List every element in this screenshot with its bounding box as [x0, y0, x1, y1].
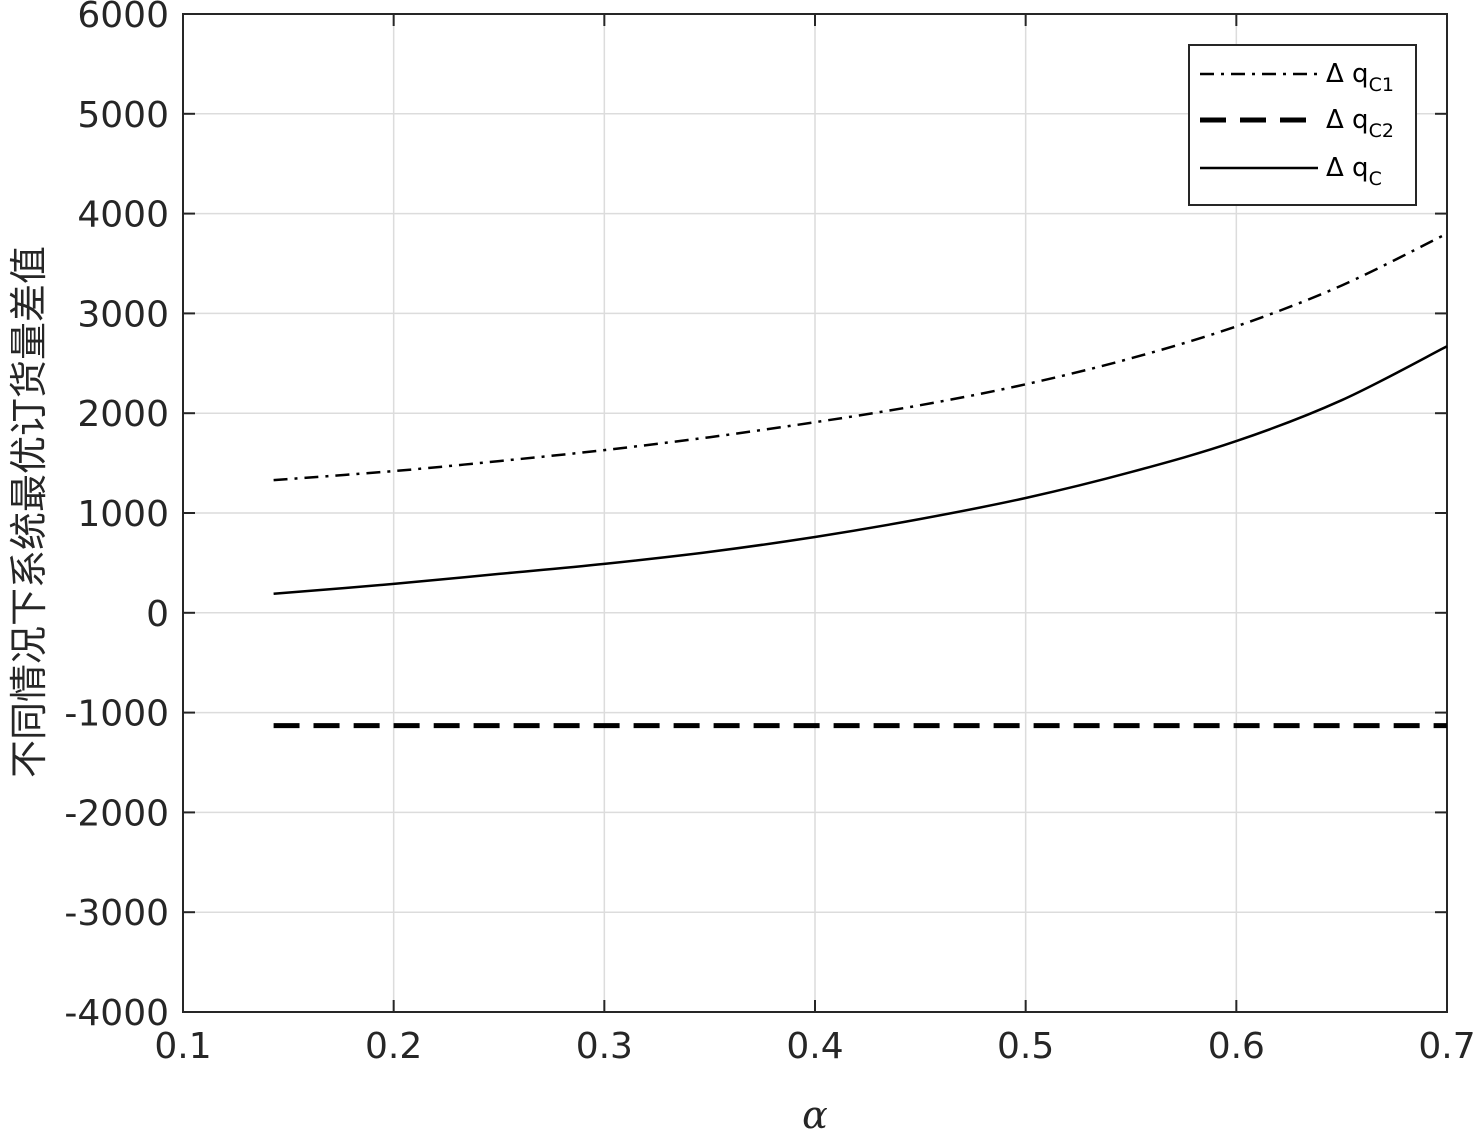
- legend-label-c: Δ qC: [1326, 153, 1382, 190]
- y-tick-label: -2000: [64, 793, 169, 834]
- y-tick-label: 1000: [77, 494, 169, 535]
- x-tick-label: 0.4: [786, 1026, 843, 1067]
- x-axis-label: α: [802, 1093, 828, 1137]
- x-tick-label: 0.2: [365, 1026, 422, 1067]
- legend-box: [1188, 44, 1417, 206]
- y-tick-label: 4000: [77, 195, 169, 236]
- x-tick-label: 0.7: [1418, 1026, 1475, 1067]
- x-tick-label: 0.5: [997, 1026, 1054, 1067]
- y-tick-label: 0: [146, 594, 169, 635]
- series-line-c1: [273, 232, 1448, 482]
- legend-label-c1: Δ qC1: [1326, 59, 1394, 96]
- y-tick-label: -3000: [64, 893, 169, 934]
- series-line-c: [273, 345, 1448, 596]
- x-axis: 0.1 0.2 0.3 0.4 0.5 0.6 0.7: [154, 14, 1476, 1067]
- legend-label-subscript: C: [1369, 168, 1382, 190]
- y-tick-label: 3000: [77, 294, 169, 335]
- legend-label-main: Δ q: [1326, 153, 1369, 183]
- y-tick-label: 5000: [77, 95, 169, 136]
- series-layer: [273, 232, 1448, 729]
- x-tick-label: 0.1: [154, 1026, 211, 1067]
- x-tick-label: 0.6: [1208, 1026, 1265, 1067]
- legend-label-subscript: C2: [1369, 120, 1394, 142]
- legend-label-c2: Δ qC2: [1326, 105, 1394, 142]
- x-tick-label: 0.3: [576, 1026, 633, 1067]
- y-axis-label: 不同情况下系统最优订货量差值: [7, 246, 51, 778]
- y-tick-label: -4000: [64, 993, 169, 1034]
- y-tick-label: 2000: [77, 394, 169, 435]
- y-axis: -4000 -3000 -2000 -1000 0 1000 2000 3000 4000 500…: [64, 0, 1447, 1034]
- y-tick-label: 6000: [77, 0, 169, 36]
- y-tick-label: -1000: [64, 694, 169, 735]
- legend-label-main: Δ q: [1326, 105, 1369, 135]
- legend-label-main: Δ q: [1326, 59, 1369, 89]
- legend-label-subscript: C1: [1369, 74, 1394, 96]
